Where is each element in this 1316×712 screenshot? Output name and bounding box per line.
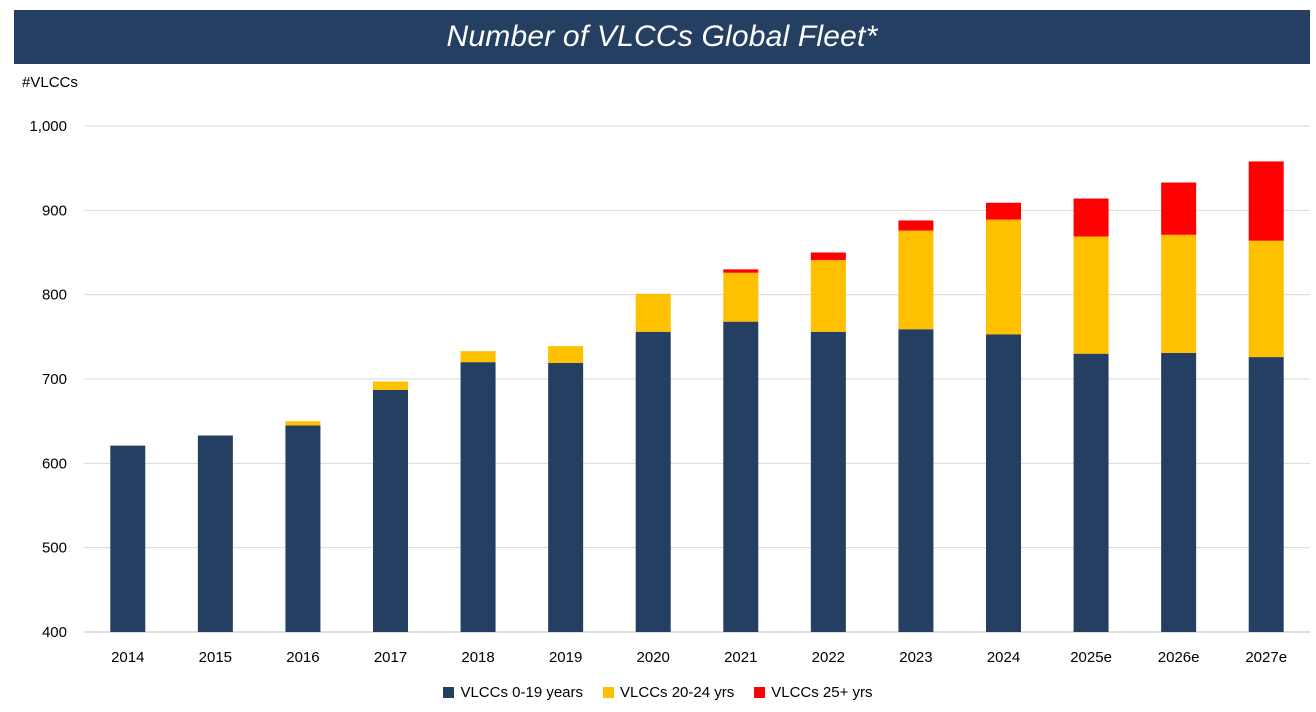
x-tick-label: 2024: [987, 649, 1020, 666]
bar-series-2: [1161, 182, 1197, 235]
chart-title: Number of VLCCs Global Fleet*: [446, 20, 878, 53]
legend-swatch-series-1: [603, 687, 615, 698]
bar-series-0: [197, 435, 233, 632]
bar-series-2: [810, 252, 846, 261]
bar-series-0: [986, 334, 1021, 632]
bar-series-1: [1248, 240, 1284, 358]
x-tick-label: 2014: [111, 649, 144, 666]
legend-label-series-1: VLCCs 20-24 yrs: [620, 684, 735, 701]
bar-series-0: [810, 331, 846, 632]
y-tick-label: 900: [42, 202, 67, 219]
bar-series-0: [1073, 353, 1109, 632]
x-tick-label: 2021: [724, 649, 757, 666]
bar-series-0: [898, 329, 934, 632]
x-tick-label: 2022: [812, 649, 845, 666]
bar-series-0: [723, 321, 759, 632]
legend-swatch-series-2: [754, 687, 766, 698]
bar-series-0: [373, 389, 408, 632]
x-tick-label: 2017: [374, 649, 407, 666]
legend-label-series-0: VLCCs 0-19 years: [460, 684, 584, 701]
legend-swatch-series-0: [443, 687, 455, 698]
bar-series-0: [110, 445, 146, 632]
x-tick-label: 2027e: [1245, 649, 1287, 666]
legend-item-series-0: VLCCs 0-19 years: [443, 684, 583, 701]
y-tick-label: 500: [42, 540, 67, 557]
chart-legend: VLCCs 0-19 years VLCCs 20-24 yrs VLCCs 2…: [0, 684, 1316, 701]
bar-series-1: [635, 293, 671, 332]
x-tick-label: 2026e: [1158, 649, 1200, 666]
bar-series-0: [1161, 352, 1197, 632]
bar-series-1: [723, 272, 759, 322]
bar-series-0: [635, 331, 671, 632]
x-tick-label: 2018: [461, 649, 494, 666]
y-tick-label: 800: [42, 287, 67, 304]
bar-series-1: [810, 260, 846, 332]
bar-series-2: [898, 220, 934, 231]
bar-series-2: [723, 269, 759, 273]
bar-series-2: [1248, 161, 1284, 241]
chart-title-bar: Number of VLCCs Global Fleet*: [14, 10, 1310, 64]
bar-series-1: [1073, 236, 1109, 354]
bar-series-2: [986, 202, 1021, 220]
bar-series-2: [1073, 198, 1109, 237]
bar-series-0: [460, 362, 496, 632]
legend-item-series-2: VLCCs 25+ yrs: [754, 684, 873, 701]
y-tick-label: 600: [42, 455, 67, 472]
bar-series-1: [460, 351, 496, 363]
x-tick-label: 2020: [637, 649, 670, 666]
legend-item-series-1: VLCCs 20-24 yrs: [603, 684, 734, 701]
legend-label-series-2: VLCCs 25+ yrs: [771, 684, 873, 701]
bar-series-1: [548, 346, 584, 363]
x-tick-label: 2025e: [1070, 649, 1112, 666]
y-tick-label: 1,000: [29, 118, 67, 135]
bar-series-0: [548, 362, 584, 632]
bar-series-1: [285, 421, 321, 426]
bar-series-0: [1248, 357, 1284, 632]
bar-series-1: [1161, 234, 1197, 353]
chart-plot: 400 500 600 700 800 900 1,000 2014 2015 2016 2017 2…: [29, 118, 1310, 666]
y-tick-label: 700: [42, 371, 67, 388]
x-tick-label: 2023: [899, 649, 932, 666]
bar-series-1: [373, 381, 408, 390]
bar-series-1: [986, 219, 1021, 335]
y-tick-label: 400: [42, 624, 67, 641]
y-axis-label: #VLCCs: [22, 74, 78, 91]
bar-series-1: [898, 230, 934, 330]
x-tick-label: 2019: [549, 649, 582, 666]
x-tick-label: 2015: [199, 649, 232, 666]
bar-series-0: [285, 425, 321, 632]
x-tick-label: 2016: [286, 649, 319, 666]
